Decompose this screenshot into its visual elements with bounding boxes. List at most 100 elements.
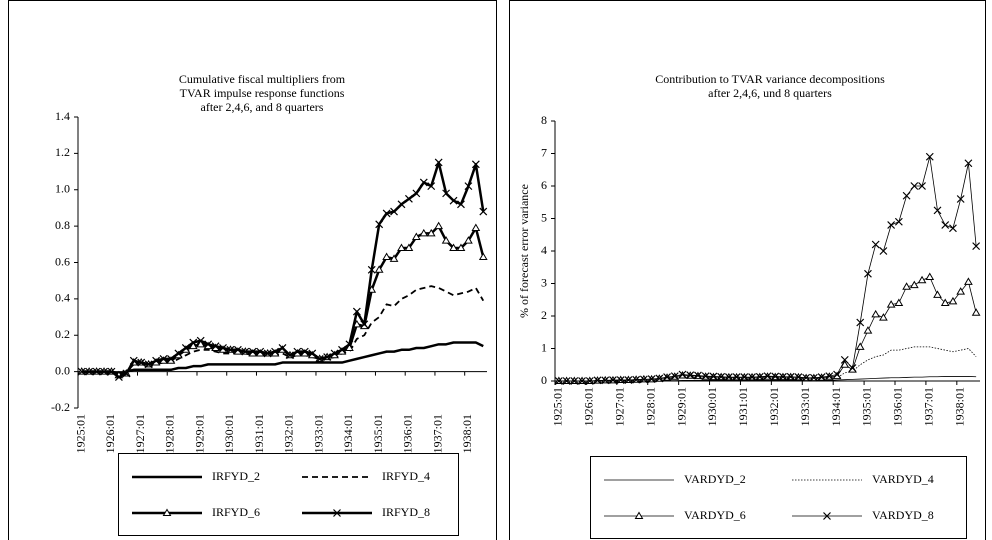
point-marker [330, 349, 339, 358]
point-marker [825, 372, 834, 381]
series-line [558, 276, 977, 382]
point-marker [709, 372, 718, 381]
point-marker [315, 354, 324, 363]
x-tick-label: 1930:01 [222, 414, 236, 453]
point-marker [647, 375, 656, 383]
point-marker [367, 265, 376, 274]
point-marker [404, 243, 414, 251]
point-marker [478, 252, 488, 261]
y-axis-label: % of forecast error variance [517, 184, 531, 318]
point-marker [411, 232, 421, 241]
panel-frame [509, 0, 986, 540]
point-marker [562, 377, 571, 385]
point-marker [823, 512, 831, 520]
legend-label: VARDYD_4 [872, 472, 934, 486]
point-marker [894, 217, 903, 226]
point-marker [241, 347, 250, 356]
chart-title: TVAR impulse response functions [180, 86, 345, 100]
chart-title: Contribution to TVAR variance decomposit… [655, 72, 885, 86]
point-marker [925, 152, 934, 161]
point-marker [949, 224, 957, 233]
point-marker [427, 182, 436, 191]
point-marker [871, 309, 881, 318]
point-marker [786, 372, 795, 381]
point-marker [701, 372, 710, 381]
point-marker [426, 228, 436, 237]
point-marker [593, 376, 602, 385]
series-line [81, 224, 485, 377]
point-marker [902, 191, 911, 200]
point-marker [570, 377, 579, 385]
point-marker [601, 376, 610, 385]
point-marker [333, 509, 341, 517]
point-marker [609, 376, 617, 384]
point-marker [902, 282, 911, 290]
point-marker [794, 373, 803, 382]
x-tick-label: 1937:01 [922, 387, 936, 426]
point-marker [226, 345, 235, 354]
point-marker [449, 243, 458, 251]
series-line [81, 161, 485, 379]
y-tick-label: 0.4 [55, 291, 70, 305]
point-marker [840, 355, 849, 364]
y-tick-label: 4 [541, 243, 547, 257]
point-marker [345, 340, 354, 349]
y-tick-label: 2 [541, 308, 547, 322]
point-marker [694, 371, 702, 380]
point-marker [181, 344, 190, 352]
point-marker [933, 290, 942, 298]
point-marker [442, 189, 451, 198]
point-marker [956, 287, 966, 295]
legend-label: VARDYD_6 [684, 508, 746, 522]
point-marker [686, 371, 695, 380]
point-marker [390, 207, 398, 216]
point-marker [717, 372, 726, 381]
y-tick-label: 0.2 [55, 327, 70, 341]
point-marker [771, 372, 780, 381]
y-tick-label: 7 [541, 145, 547, 159]
point-marker [879, 313, 888, 321]
x-tick-label: 1925:01 [73, 414, 87, 453]
y-tick-label: 1.4 [55, 109, 70, 123]
point-marker [397, 243, 406, 251]
point-marker [144, 360, 153, 369]
point-marker [763, 372, 772, 381]
point-marker [204, 340, 213, 349]
point-marker [211, 342, 220, 351]
x-tick-label: 1936:01 [401, 414, 415, 453]
y-tick-label: 6 [541, 178, 547, 192]
point-marker [910, 182, 919, 190]
point-marker [779, 372, 787, 381]
y-tick-label: -0.2 [51, 400, 70, 414]
x-tick-label: 1935:01 [371, 414, 385, 453]
point-marker [248, 347, 257, 356]
y-tick-label: 0.8 [55, 218, 70, 232]
point-marker [802, 373, 811, 382]
x-tick-label: 1938:01 [952, 387, 966, 426]
point-marker [840, 360, 850, 368]
point-marker [360, 320, 369, 329]
point-marker [167, 354, 175, 363]
x-tick-label: 1932:01 [767, 387, 781, 426]
x-tick-label: 1935:01 [860, 387, 874, 426]
point-marker [632, 375, 641, 384]
point-marker [663, 373, 671, 382]
point-marker [159, 354, 168, 363]
point-marker [137, 358, 146, 367]
point-marker [940, 298, 950, 306]
point-marker [278, 344, 287, 352]
legend-label: IRFYD_8 [382, 505, 430, 519]
point-marker [578, 377, 586, 385]
x-tick-label: 1927:01 [133, 414, 147, 453]
point-marker [833, 370, 841, 379]
chart-title: after 2,4,6, and 8 quarters [201, 100, 324, 114]
x-tick-label: 1925:01 [551, 387, 565, 426]
point-marker [382, 209, 391, 218]
point-marker [85, 367, 94, 376]
point-marker [152, 356, 161, 365]
point-marker [624, 376, 633, 384]
chart-title: Cumulative fiscal multipliers from [179, 72, 346, 86]
x-tick-label: 1929:01 [192, 414, 206, 453]
point-marker [300, 347, 309, 356]
point-marker [449, 196, 458, 205]
